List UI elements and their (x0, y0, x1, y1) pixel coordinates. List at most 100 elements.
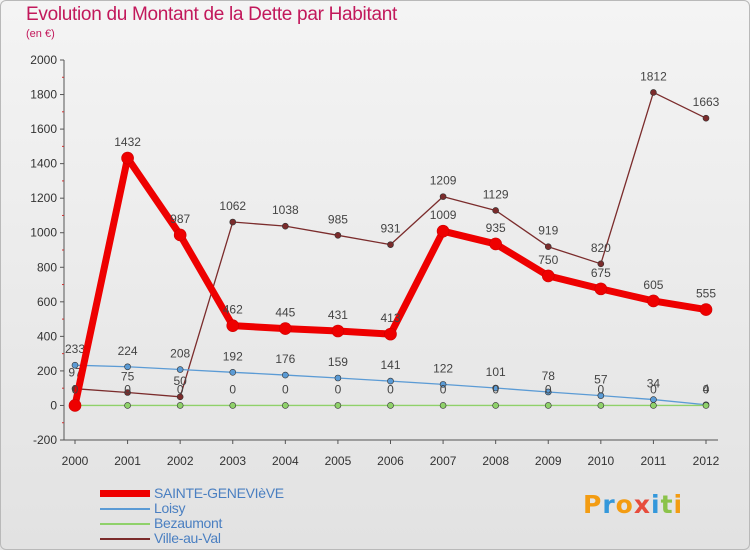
data-point (650, 402, 657, 409)
proxiti-logo: Proxiti (583, 490, 683, 519)
data-label: 0 (177, 382, 184, 396)
y-tick-label: 600 (37, 295, 57, 309)
legend-label: Bezaumont (154, 515, 223, 531)
y-tick-label: 0 (50, 398, 57, 412)
data-label: 919 (538, 224, 558, 238)
legend-label: SAINTE-GENEVIèVE (154, 485, 284, 501)
data-point (387, 402, 394, 409)
data-point (647, 294, 660, 308)
logo-letter: t (660, 490, 674, 519)
data-point (331, 324, 345, 338)
y-tick-label: 200 (37, 364, 57, 378)
data-point (492, 384, 499, 392)
data-point (650, 89, 657, 96)
data-label: 1062 (219, 199, 246, 213)
data-point (387, 241, 394, 248)
data-point (121, 151, 134, 165)
data-label: 1129 (483, 187, 509, 201)
data-label: 445 (275, 306, 295, 320)
data-point (544, 243, 552, 251)
data-point (492, 207, 499, 214)
data-label: 176 (275, 352, 295, 366)
data-point (387, 377, 394, 385)
logo-letter: r (602, 490, 616, 519)
legend-label: Ville-au-Val (154, 530, 221, 546)
data-point (597, 260, 605, 268)
series-loisy: 233 224 208 192 176 159 141 122 101 78 57 34 4 (65, 342, 710, 409)
x-tick-label: 2008 (482, 454, 509, 468)
x-tick-label: 2012 (693, 454, 720, 468)
data-label: 78 (542, 369, 556, 383)
data-point (439, 193, 447, 200)
y-tick-label: 1400 (30, 157, 57, 171)
data-label: 1432 (114, 135, 141, 149)
data-label: 75 (121, 370, 135, 384)
data-label: 555 (696, 287, 716, 301)
data-point (702, 114, 710, 122)
data-label: 1038 (272, 203, 299, 217)
legend-item-bezaumont: Bezaumont (100, 515, 320, 531)
data-point (702, 402, 710, 409)
legend-item-sainte-genevieve: SAINTE-GENEVIèVE (100, 485, 320, 501)
data-label: 462 (223, 303, 243, 317)
data-point (229, 402, 237, 409)
data-point (176, 402, 184, 409)
y-tick-label: 1000 (30, 226, 57, 240)
data-point (282, 371, 289, 379)
legend-item-loisy: Loisy (100, 500, 320, 516)
data-label: 224 (118, 344, 138, 358)
data-point (439, 381, 447, 388)
data-point (544, 388, 552, 396)
legend: SAINTE-GENEVIèVE Loisy Bezaumont Ville-a… (100, 485, 320, 546)
data-point (594, 282, 608, 296)
logo-letter: i (651, 490, 661, 519)
data-label: 0 (597, 382, 604, 396)
x-tick-label: 2007 (430, 454, 457, 468)
x-tick-label: 2006 (377, 454, 404, 468)
data-label: 141 (380, 358, 400, 372)
data-label: 605 (643, 278, 663, 292)
data-label: 1663 (693, 95, 720, 109)
x-tick-label: 2009 (535, 454, 562, 468)
data-label: 233 (65, 342, 85, 356)
logo-letter: P (583, 490, 603, 519)
y-tick-label: 2000 (30, 53, 57, 67)
data-point (176, 393, 184, 401)
chart-title: Evolution du Montant de la Dette par Hab… (26, 4, 397, 25)
x-tick-label: 2000 (62, 454, 89, 468)
data-point (439, 402, 447, 409)
data-label: 0 (650, 382, 657, 396)
y-tick-label: 400 (37, 329, 57, 343)
logo-letter: o (615, 490, 634, 519)
data-label: 101 (486, 365, 506, 379)
data-point (173, 228, 187, 242)
x-tick-label: 2010 (587, 454, 614, 468)
data-point (334, 402, 342, 409)
data-label: 0 (492, 382, 499, 396)
x-tick-label: 2005 (325, 454, 352, 468)
data-point (279, 322, 292, 335)
data-label: 50 (173, 374, 187, 388)
x-tick-label: 2004 (272, 454, 299, 468)
data-label: 1009 (430, 208, 457, 222)
data-label: 208 (170, 347, 190, 361)
legend-swatch-bezaumont (100, 523, 150, 525)
data-point (544, 402, 552, 409)
series-bezaumont: 0 0 0 0 0 0 0 0 0 0 0 0 0 (72, 382, 710, 409)
data-point (650, 396, 657, 403)
data-point (597, 392, 605, 399)
data-label: 931 (380, 222, 400, 236)
data-label: 0 (387, 382, 394, 396)
data-label: 192 (223, 349, 243, 363)
data-label: 0 (229, 382, 236, 396)
data-point (229, 218, 237, 226)
data-point (229, 368, 237, 376)
data-point (71, 361, 79, 369)
data-label: 750 (538, 253, 558, 267)
data-label: 0 (72, 382, 79, 396)
data-point (334, 232, 342, 239)
data-point (282, 402, 289, 409)
